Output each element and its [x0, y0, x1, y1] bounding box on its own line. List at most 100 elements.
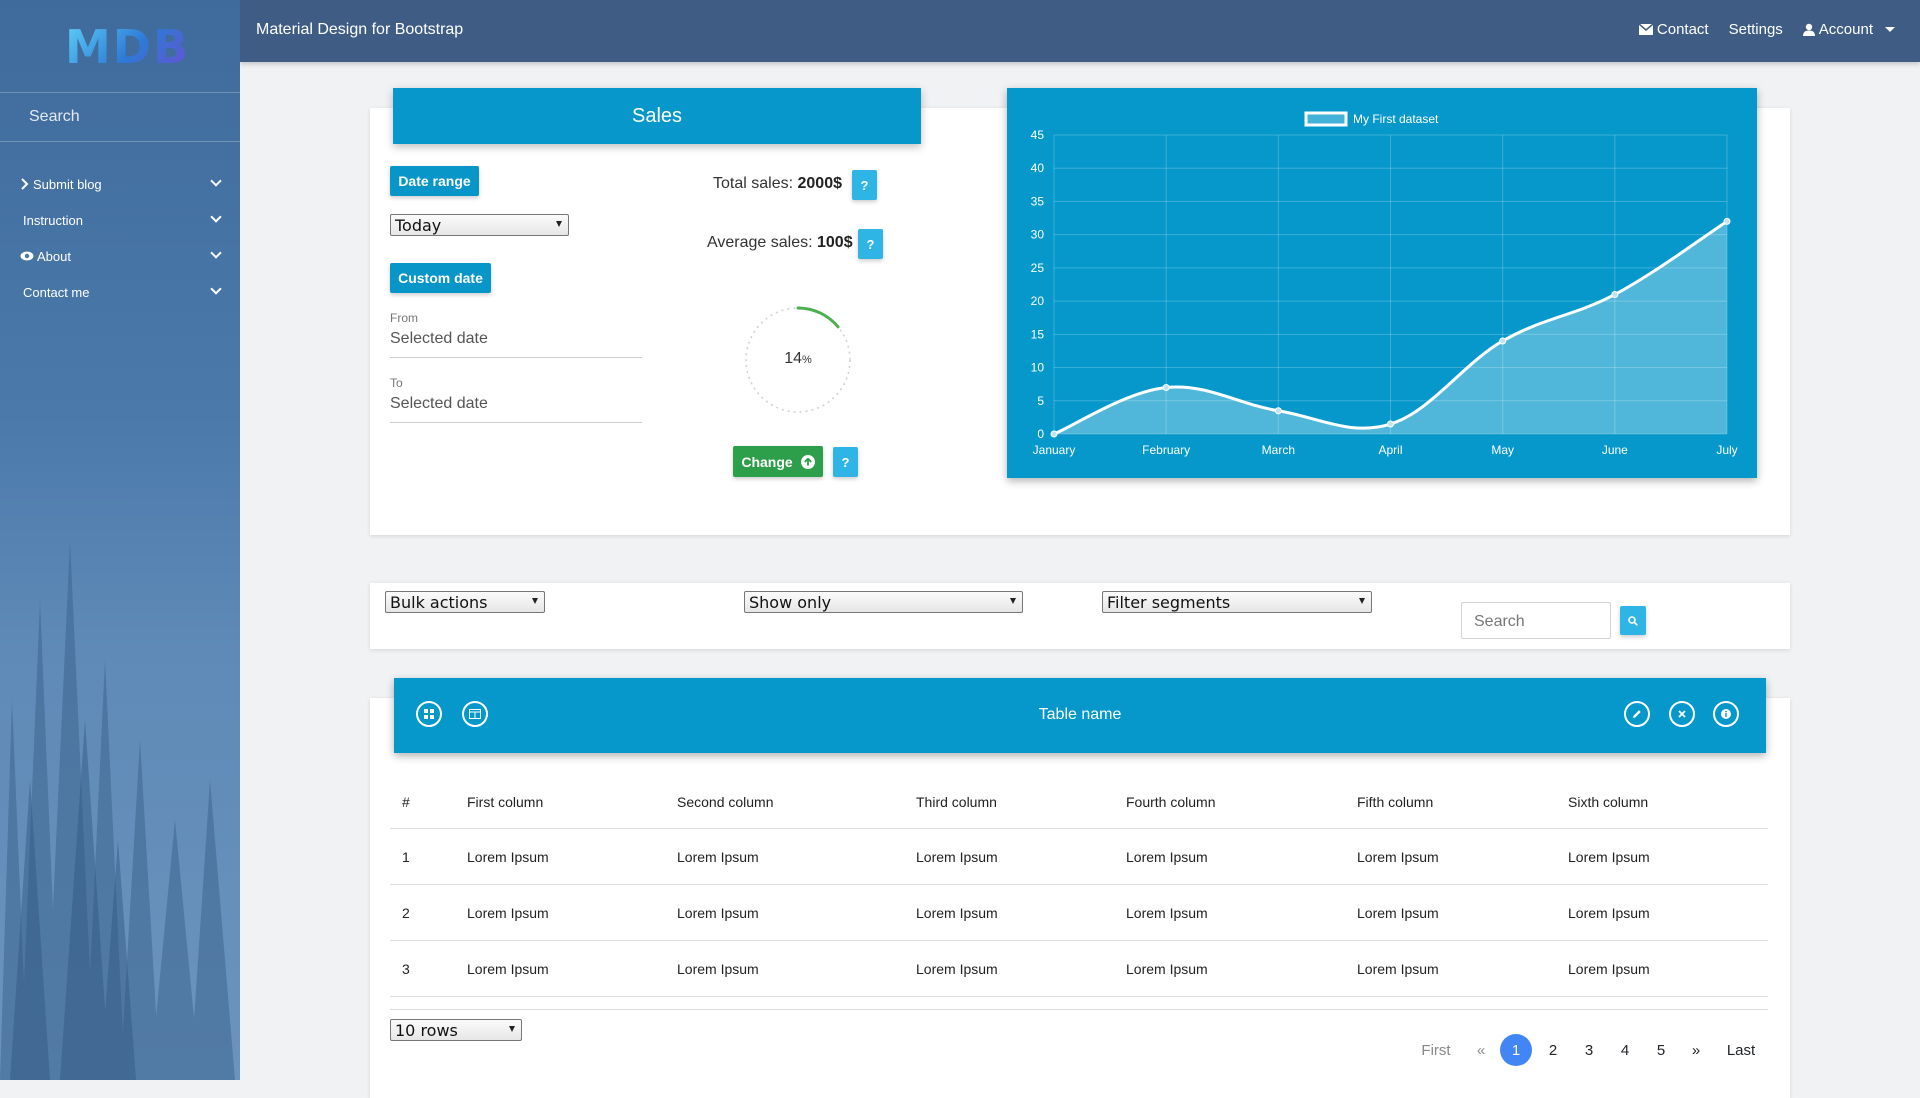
pagination-page-3[interactable]: 3: [1584, 1041, 1594, 1059]
average-sales-help-button[interactable]: ?: [858, 229, 883, 259]
user-icon: [1802, 23, 1815, 36]
nav-settings[interactable]: Settings: [1728, 21, 1783, 38]
table-bottom-divider: [390, 1009, 1768, 1010]
table-cell: 1: [390, 828, 467, 885]
progress-ring: [745, 306, 851, 413]
table-cell: Lorem Ipsum: [1126, 940, 1357, 997]
sidebar-menu: Submit blog Instruction About Contact me: [0, 166, 240, 310]
y-tick-label: 5: [1037, 394, 1044, 408]
columns-view-button[interactable]: [462, 701, 488, 727]
column-header[interactable]: #: [390, 776, 467, 829]
column-header[interactable]: Fourth column: [1126, 776, 1357, 829]
table-cell: Lorem Ipsum: [1568, 940, 1768, 997]
column-header[interactable]: Fifth column: [1357, 776, 1568, 829]
from-date-input[interactable]: Selected date: [390, 330, 488, 347]
progress-unit: %: [802, 354, 812, 366]
sidebar-search: [0, 92, 240, 142]
filter-segments-select[interactable]: Filter segments: [1102, 591, 1372, 613]
pagination-first[interactable]: First: [1421, 1041, 1451, 1059]
table-cell: 3: [390, 940, 467, 997]
average-sales-value: 100$: [817, 234, 853, 251]
envelope-icon: [1638, 24, 1653, 35]
search-button[interactable]: [1620, 606, 1646, 635]
table-cell: Lorem Ipsum: [677, 884, 916, 941]
column-header[interactable]: Third column: [916, 776, 1126, 829]
y-tick-label: 25: [1031, 261, 1045, 275]
table-cell: 2: [390, 884, 467, 941]
sidebar-item-submit-blog[interactable]: Submit blog: [0, 166, 240, 202]
to-date-input[interactable]: Selected date: [390, 395, 488, 412]
progress-label: 14%: [738, 350, 858, 368]
nav-contact[interactable]: Contact: [1638, 21, 1709, 38]
from-label: From: [390, 311, 418, 325]
pagination-prev[interactable]: «: [1476, 1041, 1486, 1059]
y-tick-label: 45: [1031, 128, 1045, 142]
sidebar-item-instruction[interactable]: Instruction: [0, 202, 240, 238]
total-sales-help-button[interactable]: ?: [852, 170, 877, 200]
pagination-last[interactable]: Last: [1726, 1041, 1756, 1059]
nav-account[interactable]: Account: [1802, 21, 1895, 38]
pagination-page-5[interactable]: 5: [1656, 1041, 1666, 1059]
custom-date-button[interactable]: Custom date: [390, 263, 491, 293]
y-tick-label: 40: [1031, 161, 1045, 175]
filter-segments-value: Filter segments: [1107, 592, 1231, 612]
nav-account-label: Account: [1818, 21, 1873, 38]
table-cell: Lorem Ipsum: [1568, 884, 1768, 941]
change-help-button[interactable]: ?: [833, 447, 858, 477]
info-button[interactable]: [1713, 701, 1739, 727]
column-header[interactable]: Second column: [677, 776, 916, 829]
sidebar-item-contact-me[interactable]: Contact me: [0, 274, 240, 310]
sidebar-item-label: Instruction: [23, 212, 83, 228]
data-point: [1162, 383, 1170, 391]
pagination-page-4[interactable]: 4: [1620, 1041, 1630, 1059]
change-button[interactable]: Change: [733, 446, 823, 477]
rows-per-page-select[interactable]: 10 rows: [390, 1019, 522, 1041]
grid-view-button[interactable]: [416, 701, 442, 727]
pagination-page-1[interactable]: 1: [1500, 1034, 1532, 1066]
pagination-next[interactable]: »: [1691, 1041, 1701, 1059]
select-arrow-icon: [1010, 598, 1016, 604]
column-header[interactable]: Sixth column: [1568, 776, 1768, 829]
table-cell: Lorem Ipsum: [916, 940, 1126, 997]
table-cell: Lorem Ipsum: [467, 940, 677, 997]
sidebar-item-about[interactable]: About: [0, 238, 240, 274]
table-row[interactable]: 2 Lorem Ipsum Lorem Ipsum Lorem Ipsum Lo…: [390, 884, 1768, 941]
table-cell: Lorem Ipsum: [1126, 884, 1357, 941]
brand-title[interactable]: Material Design for Bootstrap: [256, 21, 464, 38]
info-icon: [1721, 709, 1731, 719]
nav-contact-label: Contact: [1656, 21, 1709, 38]
sidebar-search-input[interactable]: [0, 93, 229, 141]
y-tick-label: 20: [1031, 294, 1045, 308]
table-cell: Lorem Ipsum: [1357, 940, 1568, 997]
sidebar: MDB Submit blog Instruction About Contac…: [0, 0, 240, 1080]
nav-links: Contact Settings Account: [1638, 21, 1895, 38]
table-cell: Lorem Ipsum: [1568, 828, 1768, 885]
select-arrow-icon: [556, 221, 562, 227]
x-tick-label: April: [1378, 443, 1402, 457]
total-sales: Total sales: 2000$: [713, 175, 842, 193]
close-icon: [1678, 710, 1686, 718]
data-point: [1050, 430, 1058, 438]
x-tick-label: June: [1602, 443, 1628, 457]
table-search-input[interactable]: [1462, 603, 1616, 640]
edit-button[interactable]: [1624, 701, 1650, 727]
column-header[interactable]: First column: [467, 776, 677, 829]
select-arrow-icon: [1359, 598, 1365, 604]
eye-icon: [20, 251, 34, 261]
remove-button[interactable]: [1669, 701, 1695, 727]
table-search-box: [1461, 602, 1616, 640]
period-select[interactable]: Today: [390, 214, 569, 236]
average-sales-label: Average sales:: [707, 234, 813, 251]
table-cell: Lorem Ipsum: [916, 884, 1126, 941]
x-tick-label: March: [1262, 443, 1295, 457]
pagination-page-2[interactable]: 2: [1548, 1041, 1558, 1059]
x-tick-label: May: [1491, 443, 1514, 457]
table-row[interactable]: 1 Lorem Ipsum Lorem Ipsum Lorem Ipsum Lo…: [390, 828, 1768, 885]
table-row[interactable]: 3 Lorem Ipsum Lorem Ipsum Lorem Ipsum Lo…: [390, 940, 1768, 997]
show-only-select[interactable]: Show only: [744, 591, 1023, 613]
date-range-button[interactable]: Date range: [390, 166, 479, 196]
bulk-actions-select[interactable]: Bulk actions: [385, 591, 545, 613]
table-cell: Lorem Ipsum: [677, 828, 916, 885]
arrow-up-circle-icon: [800, 454, 815, 469]
data-point: [1723, 217, 1731, 225]
